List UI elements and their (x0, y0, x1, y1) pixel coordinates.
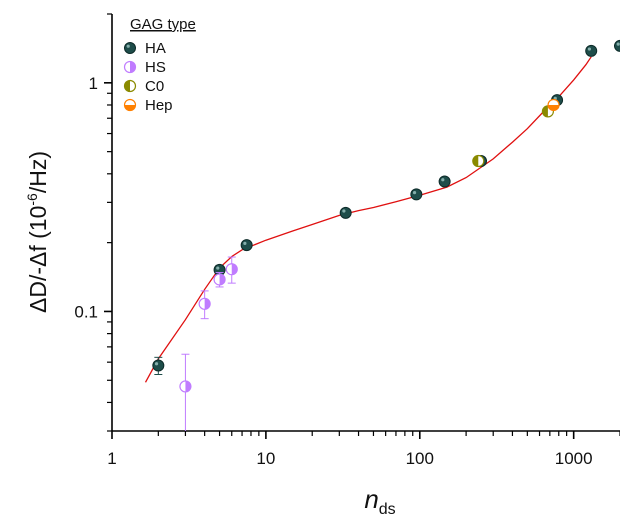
x-axis-title: nds (364, 484, 395, 516)
legend-label: HA (145, 40, 166, 57)
marker-highlight (154, 362, 159, 366)
marker-fill (204, 298, 211, 310)
marker-fill (231, 263, 238, 275)
marker-body (614, 39, 620, 52)
legend-label: C0 (145, 78, 164, 95)
legend-marker (123, 98, 137, 112)
data-point (438, 175, 451, 188)
legend-marker (124, 42, 136, 54)
marker-highlight (616, 42, 620, 46)
series-c0 (472, 105, 554, 168)
legend-marker (123, 60, 137, 74)
marker-fill (472, 155, 479, 167)
data-point (198, 297, 211, 310)
fit-curve-layer (144, 56, 592, 383)
y-tick-label: 1 (89, 74, 98, 93)
data-point (213, 273, 226, 286)
series-ha (152, 39, 620, 375)
y-title-tail: /Hz) (25, 151, 51, 193)
marker-fill (542, 105, 548, 117)
marker-highlight (587, 47, 592, 51)
marker-fill (124, 80, 130, 92)
marker-fill (130, 61, 136, 73)
data-point (225, 263, 238, 276)
marker-highlight (342, 209, 346, 213)
data-point (152, 359, 165, 372)
legend-label: HS (145, 59, 166, 76)
x-tick-label: 1000 (555, 449, 593, 468)
marker-fill (219, 273, 226, 285)
marker-body (152, 359, 165, 372)
series-hs (179, 256, 238, 431)
marker-highlight (412, 191, 417, 195)
data-point (179, 380, 192, 393)
y-title-main: ΔD/-Δf (10 (25, 206, 51, 313)
marker-body (410, 188, 423, 201)
legend-label: Hep (145, 97, 173, 114)
marker-body (438, 175, 451, 188)
x-tick-label: 1 (107, 449, 116, 468)
x-tick-label: 100 (406, 449, 434, 468)
data-point (339, 206, 352, 219)
x-title-main: n (364, 484, 378, 514)
data-points (152, 39, 620, 431)
marker-highlight (243, 241, 247, 245)
data-point (614, 39, 620, 52)
y-title-sup: -6 (24, 193, 40, 206)
data-point (585, 44, 598, 57)
legend-marker (123, 79, 137, 93)
marker-fill (124, 105, 136, 111)
marker-highlight (441, 178, 445, 182)
axes: 1 10 100 1000 0.1 1 (74, 13, 620, 468)
fit-curve (144, 56, 592, 383)
series-hep (547, 98, 560, 112)
y-tick-label: 0.1 (74, 302, 98, 321)
marker-highlight (216, 266, 220, 270)
x-title-sub: ds (379, 501, 396, 516)
data-point (547, 98, 560, 112)
marker-highlight (126, 44, 130, 48)
x-tick-label: 10 (256, 449, 275, 468)
legend-title: GAG type (130, 16, 196, 33)
marker-body (585, 44, 598, 57)
marker-body (124, 42, 136, 54)
marker-body (339, 206, 352, 219)
marker-fill (548, 104, 560, 111)
marker-fill (185, 380, 191, 392)
y-axis-title: ΔD/-Δf (10-6/Hz) (24, 151, 51, 313)
marker-body (240, 239, 253, 252)
data-point (472, 154, 485, 168)
data-point (410, 188, 423, 201)
data-point (240, 239, 253, 252)
legend: GAG type HA HS C0 Hep (123, 16, 196, 114)
